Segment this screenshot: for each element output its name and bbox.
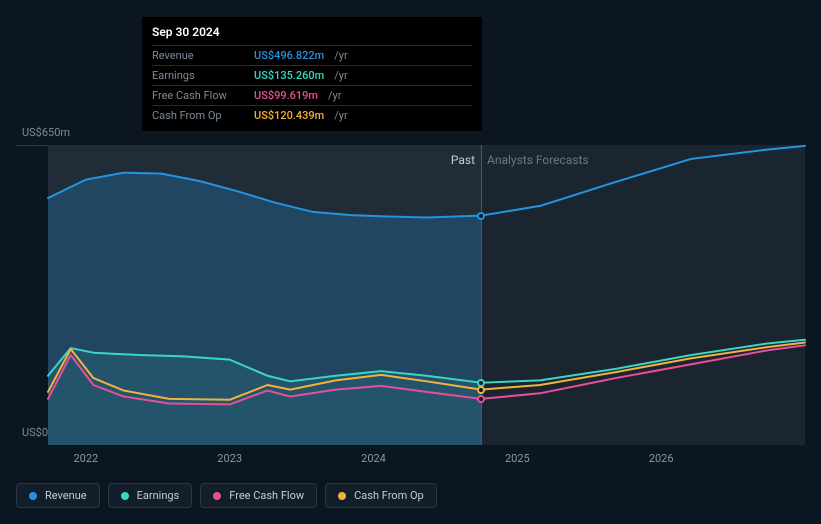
tooltip-row: Cash From Op US$120.439m/yr [152,105,472,125]
legend-label: Revenue [45,489,87,502]
tooltip-row-value: US$135.260m [254,69,324,82]
y-axis-min-label: US$0 [22,426,48,439]
fcf-marker [477,395,485,403]
tooltip-row-value: US$120.439m [254,109,324,122]
x-tick: 2023 [217,452,242,465]
tooltip-row: Earnings US$135.260m/yr [152,65,472,85]
tooltip-row-suffix: /yr [334,109,347,122]
legend-label: Free Cash Flow [229,489,304,502]
legend-item-cash-from-op[interactable]: Cash From Op [325,483,437,508]
tooltip-row-label: Earnings [152,69,244,82]
tooltip-row-suffix: /yr [328,89,341,102]
cfo-marker [477,386,485,394]
revenue-marker [477,212,485,220]
tooltip-row-value: US$496.822m [254,49,324,62]
tooltip-row: Free Cash Flow US$99.619m/yr [152,85,472,105]
legend-label: Cash From Op [354,489,424,502]
x-axis-ticks: 2022 2023 2024 2025 2026 [48,452,805,472]
legend-label: Earnings [137,489,180,502]
financial-chart: US$650m Past Analysts Forecasts US$0 202… [0,0,821,524]
legend-item-free-cash-flow[interactable]: Free Cash Flow [200,483,317,508]
legend-dot-icon [29,492,37,500]
tooltip-row-suffix: /yr [334,49,347,62]
chart-plot-area[interactable]: Past Analysts Forecasts [48,145,805,445]
legend-dot-icon [213,492,221,500]
chart-legend: Revenue Earnings Free Cash Flow Cash From O… [16,483,437,508]
tooltip-row-label: Free Cash Flow [152,89,244,102]
legend-item-earnings[interactable]: Earnings [108,483,193,508]
tooltip-row-label: Revenue [152,49,244,62]
legend-dot-icon [338,492,346,500]
tooltip-row-label: Cash From Op [152,109,244,122]
x-tick: 2025 [505,452,530,465]
x-tick: 2026 [649,452,674,465]
legend-dot-icon [121,492,129,500]
x-tick: 2022 [73,452,98,465]
x-tick: 2024 [361,452,386,465]
tooltip-row: Revenue US$496.822m/yr [152,45,472,65]
legend-item-revenue[interactable]: Revenue [16,483,100,508]
chart-tooltip: Sep 30 2024 RevenueUS$496.822m/yrEarning… [142,17,482,131]
tooltip-row-value: US$99.619m [254,89,318,102]
y-axis-max-label: US$650m [22,126,70,139]
tooltip-row-suffix: /yr [334,69,347,82]
tooltip-date: Sep 30 2024 [152,25,472,45]
chart-svg [48,145,805,445]
